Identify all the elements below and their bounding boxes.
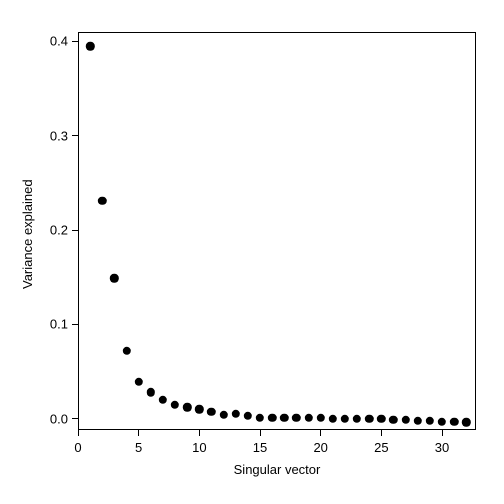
plot-area [78, 32, 476, 430]
x-axis-label: Singular vector [234, 462, 321, 477]
x-tick-mark [199, 430, 200, 436]
x-tick-mark [320, 430, 321, 436]
y-tick-mark [72, 230, 78, 231]
x-tick-label: 5 [135, 440, 142, 455]
x-tick-label: 0 [74, 440, 81, 455]
y-tick-label: 0.4 [50, 34, 68, 49]
y-tick-label: 0.2 [50, 223, 68, 238]
y-tick-mark [72, 41, 78, 42]
x-tick-label: 25 [374, 440, 388, 455]
x-tick-label: 15 [253, 440, 267, 455]
y-tick-mark [72, 135, 78, 136]
y-tick-label: 0.1 [50, 317, 68, 332]
scree-plot: Variance explained Singular vector 0 5 10 1… [0, 0, 504, 504]
y-tick-label: 0.0 [50, 411, 68, 426]
x-tick-mark [138, 430, 139, 436]
y-tick-mark [72, 418, 78, 419]
y-tick-label: 0.3 [50, 128, 68, 143]
x-tick-label: 30 [435, 440, 449, 455]
x-tick-label: 20 [313, 440, 327, 455]
x-tick-mark [78, 430, 79, 436]
x-tick-label: 10 [192, 440, 206, 455]
y-axis-label: Variance explained [20, 179, 35, 289]
x-tick-mark [381, 430, 382, 436]
y-tick-mark [72, 324, 78, 325]
x-tick-mark [260, 430, 261, 436]
x-tick-mark [442, 430, 443, 436]
